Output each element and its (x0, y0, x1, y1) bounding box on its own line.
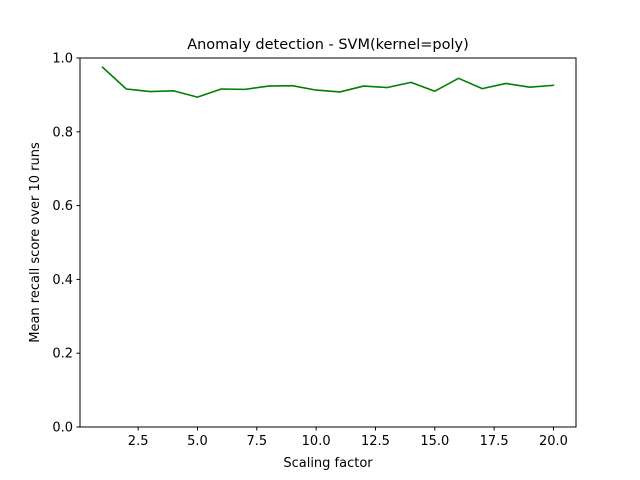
x-tick-label: 17.5 (480, 434, 509, 449)
y-tick-label: 0.2 (52, 347, 73, 362)
x-tick-label: 7.5 (246, 434, 267, 449)
y-tick-label: 0.8 (52, 125, 73, 140)
x-tick-label: 2.5 (128, 434, 149, 449)
x-tick-label: 10.0 (302, 434, 331, 449)
y-axis: 0.0 0.2 0.4 0.6 0.8 1.0 (52, 52, 80, 436)
x-tick-label: 5.0 (187, 434, 208, 449)
x-axis: 2.5 5.0 7.5 10.0 12.5 15.0 17.5 20.0 (128, 427, 568, 449)
y-tick-label: 0.4 (52, 273, 73, 288)
x-tick-label: 15.0 (420, 434, 449, 449)
plot-frame (79, 57, 577, 428)
series-layer (101, 66, 555, 98)
series-line (101, 66, 555, 98)
chart-title: Anomaly detection - SVM(kernel=poly) (187, 37, 469, 53)
y-tick-label: 0.6 (52, 199, 73, 214)
x-tick-label: 20.0 (539, 434, 568, 449)
y-axis-label: Mean recall score over 10 runs (28, 142, 43, 343)
x-tick-label: 12.5 (361, 434, 390, 449)
y-tick-label: 1.0 (52, 52, 73, 67)
y-tick-label: 0.0 (52, 421, 73, 436)
x-axis-label: Scaling factor (283, 456, 373, 471)
